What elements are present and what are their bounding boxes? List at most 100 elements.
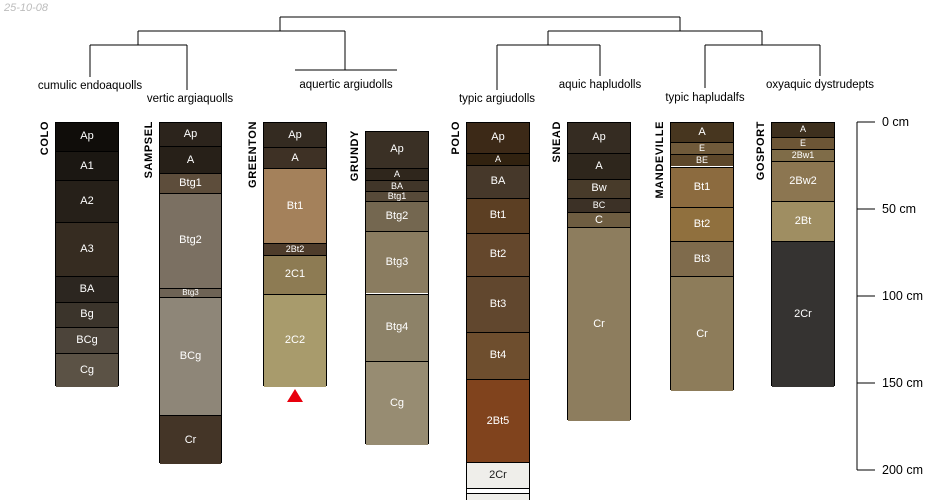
horizon-colo-Ap: Ap bbox=[56, 123, 118, 151]
profile-column-greenton: Ap A Bt1 2Bt2 2C1 2C2 bbox=[263, 122, 327, 388]
horizon-snead-Cr: Cr bbox=[568, 227, 630, 421]
horizon-label: Bt3 bbox=[693, 252, 711, 265]
profile-name-mandeville: MANDEVILLE bbox=[654, 121, 666, 199]
horizon-label: E bbox=[799, 137, 806, 148]
profile-column-polo: Ap A BA Bt1 Bt2 Bt3 Bt4 2Bt5 2Cr bbox=[466, 122, 530, 500]
horizon-label: A2 bbox=[80, 195, 94, 208]
profile-name-snead: SNEAD bbox=[551, 121, 563, 163]
taxon-label: aquic hapludolls bbox=[558, 79, 642, 91]
horizon-snead-Bw: Bw bbox=[568, 178, 630, 198]
horizon-polo-Bt1: Bt1 bbox=[467, 197, 529, 233]
taxon-label: typic hapludalfs bbox=[665, 92, 745, 104]
horizon-label: Btg2 bbox=[385, 210, 409, 223]
horizon-label: Cg bbox=[79, 364, 95, 377]
horizon-label: C bbox=[595, 213, 603, 226]
horizon-mandeville-Bt3: Bt3 bbox=[671, 241, 733, 277]
horizon-label: BA bbox=[79, 283, 95, 296]
horizon-colo-A1: A1 bbox=[56, 150, 118, 181]
horizon-label: 2C2 bbox=[284, 334, 306, 347]
profile-name-sampsel: SAMPSEL bbox=[143, 121, 155, 179]
depth-tick-label: 50 cm bbox=[882, 202, 917, 216]
horizon-label: A bbox=[186, 153, 195, 166]
horizon-label: Bt1 bbox=[286, 199, 304, 212]
horizon-grundy-Btg2: Btg2 bbox=[366, 201, 428, 231]
horizon-label: Ap bbox=[288, 128, 302, 141]
horizon-label: Ap bbox=[390, 143, 404, 156]
horizon-polo-Ap: Ap bbox=[467, 123, 529, 153]
horizon-grundy-Btg3: Btg3 bbox=[366, 230, 428, 294]
horizon-polo-A: A bbox=[467, 152, 529, 165]
horizon-colo-BCg: BCg bbox=[56, 326, 118, 353]
horizon-label: Bt2 bbox=[489, 248, 507, 261]
horizon-snead-Ap: Ap bbox=[568, 123, 630, 153]
horizon-label: Cr bbox=[696, 327, 708, 340]
depth-tick-label: 0 cm bbox=[882, 115, 910, 129]
horizon-label: Ap bbox=[80, 130, 94, 143]
horizon-snead-BC: BC bbox=[568, 197, 630, 212]
horizon-label: A3 bbox=[80, 243, 94, 256]
horizon-gosport-E: E bbox=[772, 136, 834, 150]
horizon-label: Cr bbox=[184, 433, 197, 446]
profile-column-snead: Ap A Bw BC C Cr bbox=[567, 122, 631, 421]
taxon-label: oxyaquic dystrudepts bbox=[765, 79, 875, 91]
horizon-sampsel-A: A bbox=[160, 145, 221, 174]
horizon-label: 2Bt2 bbox=[285, 244, 305, 255]
horizon-polo-2Bt5: 2Bt5 bbox=[467, 378, 529, 463]
depth-tick-label: 150 cm bbox=[882, 376, 923, 390]
taxon-label: typic argiudolls bbox=[458, 93, 536, 105]
profile-column-sampsel: Ap A Btg1 Btg2 Btg3 BCg Cr bbox=[159, 122, 222, 465]
horizon-label: 2Bw2 bbox=[789, 175, 817, 188]
taxon-label: vertic argiaquolls bbox=[146, 93, 234, 105]
horizon-label: 2Bt5 bbox=[486, 414, 510, 427]
profile-name-polo: POLO bbox=[450, 121, 462, 155]
profile-name-grundy: GRUNDY bbox=[349, 129, 361, 181]
horizon-label: 2Bt bbox=[794, 215, 812, 228]
horizon-grundy-Btg1: Btg1 bbox=[366, 190, 428, 202]
horizon-label: A bbox=[799, 124, 806, 135]
horizon-grundy-Cg: Cg bbox=[366, 361, 428, 445]
profile-name-colo: COLO bbox=[39, 121, 51, 156]
depth-tick-label: 100 cm bbox=[882, 289, 923, 303]
horizon-mandeville-A: A bbox=[671, 123, 733, 143]
horizon-polo-Bt4: Bt4 bbox=[467, 331, 529, 379]
horizon-sampsel-Ap: Ap bbox=[160, 123, 221, 146]
horizon-snead-C: C bbox=[568, 211, 630, 228]
horizon-label: Btg4 bbox=[385, 321, 409, 334]
horizon-polo-BA: BA bbox=[467, 164, 529, 198]
horizon-label: Bg bbox=[80, 308, 94, 321]
horizon-gosport-A: A bbox=[772, 123, 834, 137]
profile-column-mandeville: A E BE Bt1 Bt2 Bt3 Cr bbox=[670, 122, 734, 391]
horizon-colo-BA: BA bbox=[56, 276, 118, 303]
date-stamp: 25-10-08 bbox=[4, 2, 49, 14]
taxon-label: aquertic argiudolls bbox=[299, 79, 393, 91]
horizon-colo-A2: A2 bbox=[56, 180, 118, 223]
profile-column-grundy: Ap A BA Btg1 Btg2 Btg3 Btg4 Cg bbox=[365, 130, 429, 445]
horizon-greenton-2C1: 2C1 bbox=[264, 255, 326, 294]
horizon-greenton-Ap: Ap bbox=[264, 123, 326, 148]
horizon-colo-Bg: Bg bbox=[56, 302, 118, 327]
horizon-label: Bt4 bbox=[489, 349, 507, 362]
horizon-label: A bbox=[291, 151, 299, 164]
horizon-label: Btg2 bbox=[179, 234, 202, 247]
horizon-label: 2Cr bbox=[794, 308, 812, 321]
horizon-label: Cr bbox=[593, 317, 605, 330]
horizon-label: Bt1 bbox=[693, 180, 711, 193]
horizon-label: A bbox=[698, 126, 706, 139]
horizon-colo-Cg: Cg bbox=[56, 352, 118, 388]
horizon-greenton-2Bt2: 2Bt2 bbox=[264, 243, 326, 256]
horizon-mandeville-Bt2: Bt2 bbox=[671, 206, 733, 242]
horizon-label: BE bbox=[695, 155, 708, 166]
horizon-label: Cg bbox=[389, 397, 405, 410]
horizon-polo-unlabeled bbox=[467, 492, 529, 500]
horizon-sampsel-Btg1: Btg1 bbox=[160, 173, 221, 193]
horizon-label: 2Bw1 bbox=[791, 150, 815, 161]
horizon-label: BC bbox=[592, 199, 606, 210]
horizon-gosport-2Bt: 2Bt bbox=[772, 201, 834, 242]
horizon-label: Bt1 bbox=[489, 209, 507, 222]
horizon-sampsel-Btg3: Btg3 bbox=[160, 288, 221, 297]
horizon-label: A bbox=[393, 169, 400, 180]
horizon-label: Bw bbox=[591, 182, 607, 195]
contact-triangle-marker bbox=[287, 389, 303, 403]
horizon-gosport-2Bw2: 2Bw2 bbox=[772, 161, 834, 202]
